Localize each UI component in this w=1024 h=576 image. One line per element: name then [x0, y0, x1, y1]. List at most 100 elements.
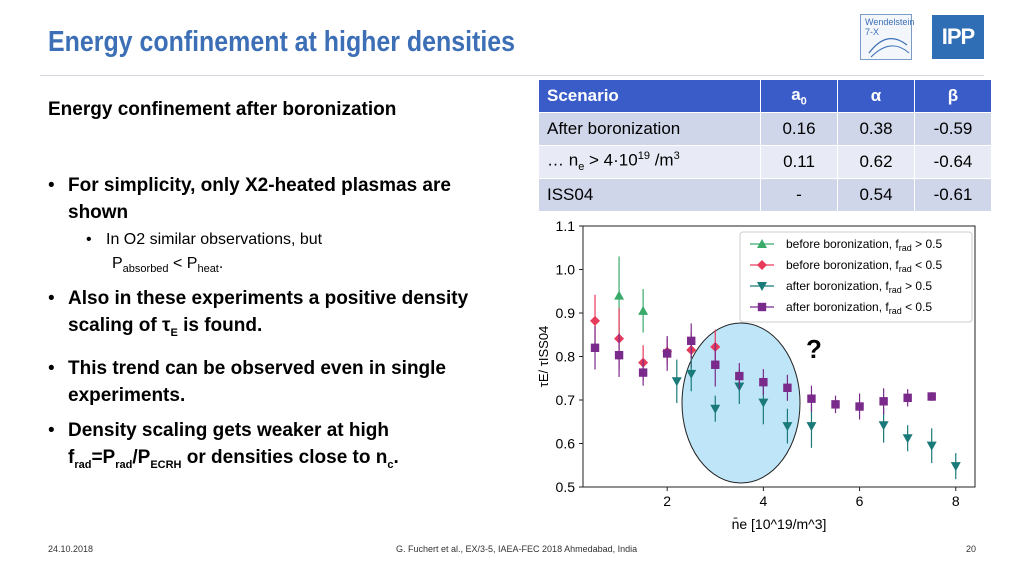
logo-w7x-line1: Wendelstein: [865, 17, 915, 27]
header-scenario: Scenario: [538, 79, 761, 113]
text-p: P: [112, 255, 123, 272]
y-tick-label: 1.1: [556, 218, 576, 234]
text-sub: heat: [197, 263, 219, 276]
legend-label: before boronization, frad < 0.5: [786, 258, 942, 274]
text-p: > 4·10: [584, 151, 638, 171]
legend-rel: > 0.5: [902, 279, 933, 293]
text-sub: E: [170, 326, 178, 339]
scaling-table: Scenario a0 α β After boronization 0.16 …: [538, 79, 992, 212]
sub-bullet-continuation: Pabsorbed < Pheat.: [106, 252, 488, 281]
data-point: [735, 371, 744, 381]
bullet-dot: •: [48, 357, 55, 379]
bullet-list: • For simplicity, only X2-heated plasmas…: [48, 172, 488, 479]
legend-sub: rad: [889, 306, 902, 316]
x-tick-label: 8: [952, 493, 960, 509]
data-point: [783, 383, 792, 393]
x-tick-label: 6: [856, 493, 864, 509]
legend-sub: rad: [899, 264, 912, 274]
cell-alpha: 0.54: [837, 178, 915, 212]
legend-text: before boronization, f: [786, 237, 899, 251]
bullet-dot: •: [48, 288, 55, 310]
legend-rel: > 0.5: [912, 237, 943, 251]
bullet-text: For simplicity, only X2-heated plasmas a…: [68, 175, 451, 223]
bullet-item: • Also in these experiments a positive d…: [48, 285, 488, 347]
x-tick-label: 2: [663, 493, 671, 509]
data-point: [903, 393, 912, 403]
data-point: [950, 462, 961, 472]
legend-swatch-marker: [757, 239, 767, 248]
question-annotation: ?: [806, 334, 822, 364]
y-tick-label: 0.7: [556, 392, 576, 408]
text-p: =P: [91, 446, 116, 468]
y-tick-label: 0.9: [556, 305, 576, 321]
data-point: [590, 343, 600, 352]
legend-swatch-marker: [757, 282, 767, 291]
text-p: or densities close to n: [181, 446, 388, 468]
text-p: /m: [649, 151, 674, 171]
y-tick-label: 0.8: [556, 349, 576, 365]
legend-swatch-marker: [757, 260, 767, 270]
text-p: … n: [547, 151, 579, 171]
bullet-item: • Density scaling gets weaker at high fr…: [48, 417, 488, 479]
slide-title: Energy confinement at higher densities: [48, 26, 516, 58]
data-point: [662, 349, 672, 358]
header-alpha: α: [837, 79, 915, 113]
page-number: 20: [966, 544, 977, 554]
bullet-dot: •: [48, 419, 55, 441]
data-point: [831, 400, 840, 409]
data-point: [614, 290, 625, 300]
cell-alpha: 0.38: [837, 112, 915, 146]
text-p: < P: [168, 255, 198, 272]
cell-a0: 0.16: [760, 112, 838, 146]
x-axis-label: n̄e [10^19/m^3]: [732, 516, 827, 532]
cell-beta: -0.64: [914, 145, 992, 179]
cell-beta: -0.59: [914, 112, 992, 146]
legend-swatch-marker: [757, 302, 767, 312]
data-point: [687, 336, 696, 346]
legend-label: before boronization, frad > 0.5: [786, 237, 942, 253]
y-axis-label: τE/ τISS04: [536, 326, 551, 388]
cell-a0: -: [760, 178, 838, 212]
wendelstein-logo: Wendelstein 7-X: [860, 14, 915, 60]
legend-rel: < 0.5: [912, 258, 943, 272]
cell-scenario: … ne > 4·1019 /m3: [538, 145, 761, 179]
legend-sub: rad: [899, 243, 912, 253]
bullet-text: This trend can be observed even in singl…: [68, 357, 446, 406]
legend-label: after boronization, frad < 0.5: [786, 300, 932, 316]
text-sup: 19: [637, 150, 650, 163]
table-row: ISS04 - 0.54 -0.61: [538, 178, 992, 212]
text-sub: rad: [74, 458, 92, 471]
footer-date: 24.10.2018: [48, 544, 94, 554]
data-point: [638, 368, 648, 377]
text-p: .: [393, 446, 399, 468]
legend-rel: < 0.5: [902, 300, 933, 314]
x-tick-label: 4: [759, 493, 767, 509]
ipp-logo: IPP: [932, 15, 984, 59]
text-sub: e: [578, 161, 585, 174]
data-point: [758, 398, 769, 408]
header-a0-sub: 0: [800, 95, 807, 108]
y-tick-label: 0.6: [556, 436, 576, 452]
data-point: [902, 434, 913, 444]
bullet-text: Also in these experiments a positive den…: [68, 288, 469, 337]
y-tick-label: 0.5: [556, 479, 576, 495]
data-point: [926, 441, 937, 451]
data-point: [879, 397, 888, 406]
table-header-row: Scenario a0 α β: [538, 79, 992, 113]
legend-text: after boronization, f: [786, 279, 889, 293]
table-row: After boronization 0.16 0.38 -0.59: [538, 112, 992, 146]
table-row: … ne > 4·1019 /m3 0.11 0.62 -0.64: [538, 145, 992, 179]
cell-beta: -0.61: [914, 178, 992, 212]
data-point: [927, 392, 936, 401]
text-sup: 3: [673, 150, 680, 163]
data-point: [638, 305, 649, 315]
data-point: [807, 394, 816, 403]
bullet-text-end: is found.: [177, 315, 263, 337]
bullet-text: Density scaling gets weaker at high f: [68, 419, 389, 468]
title-divider: [40, 75, 984, 76]
text-p: .: [218, 255, 224, 272]
data-point: [710, 404, 721, 414]
data-point: [855, 402, 864, 411]
w7x-stellarator-icon: [868, 38, 910, 58]
bullet-item: • For simplicity, only X2-heated plasmas…: [48, 172, 488, 226]
